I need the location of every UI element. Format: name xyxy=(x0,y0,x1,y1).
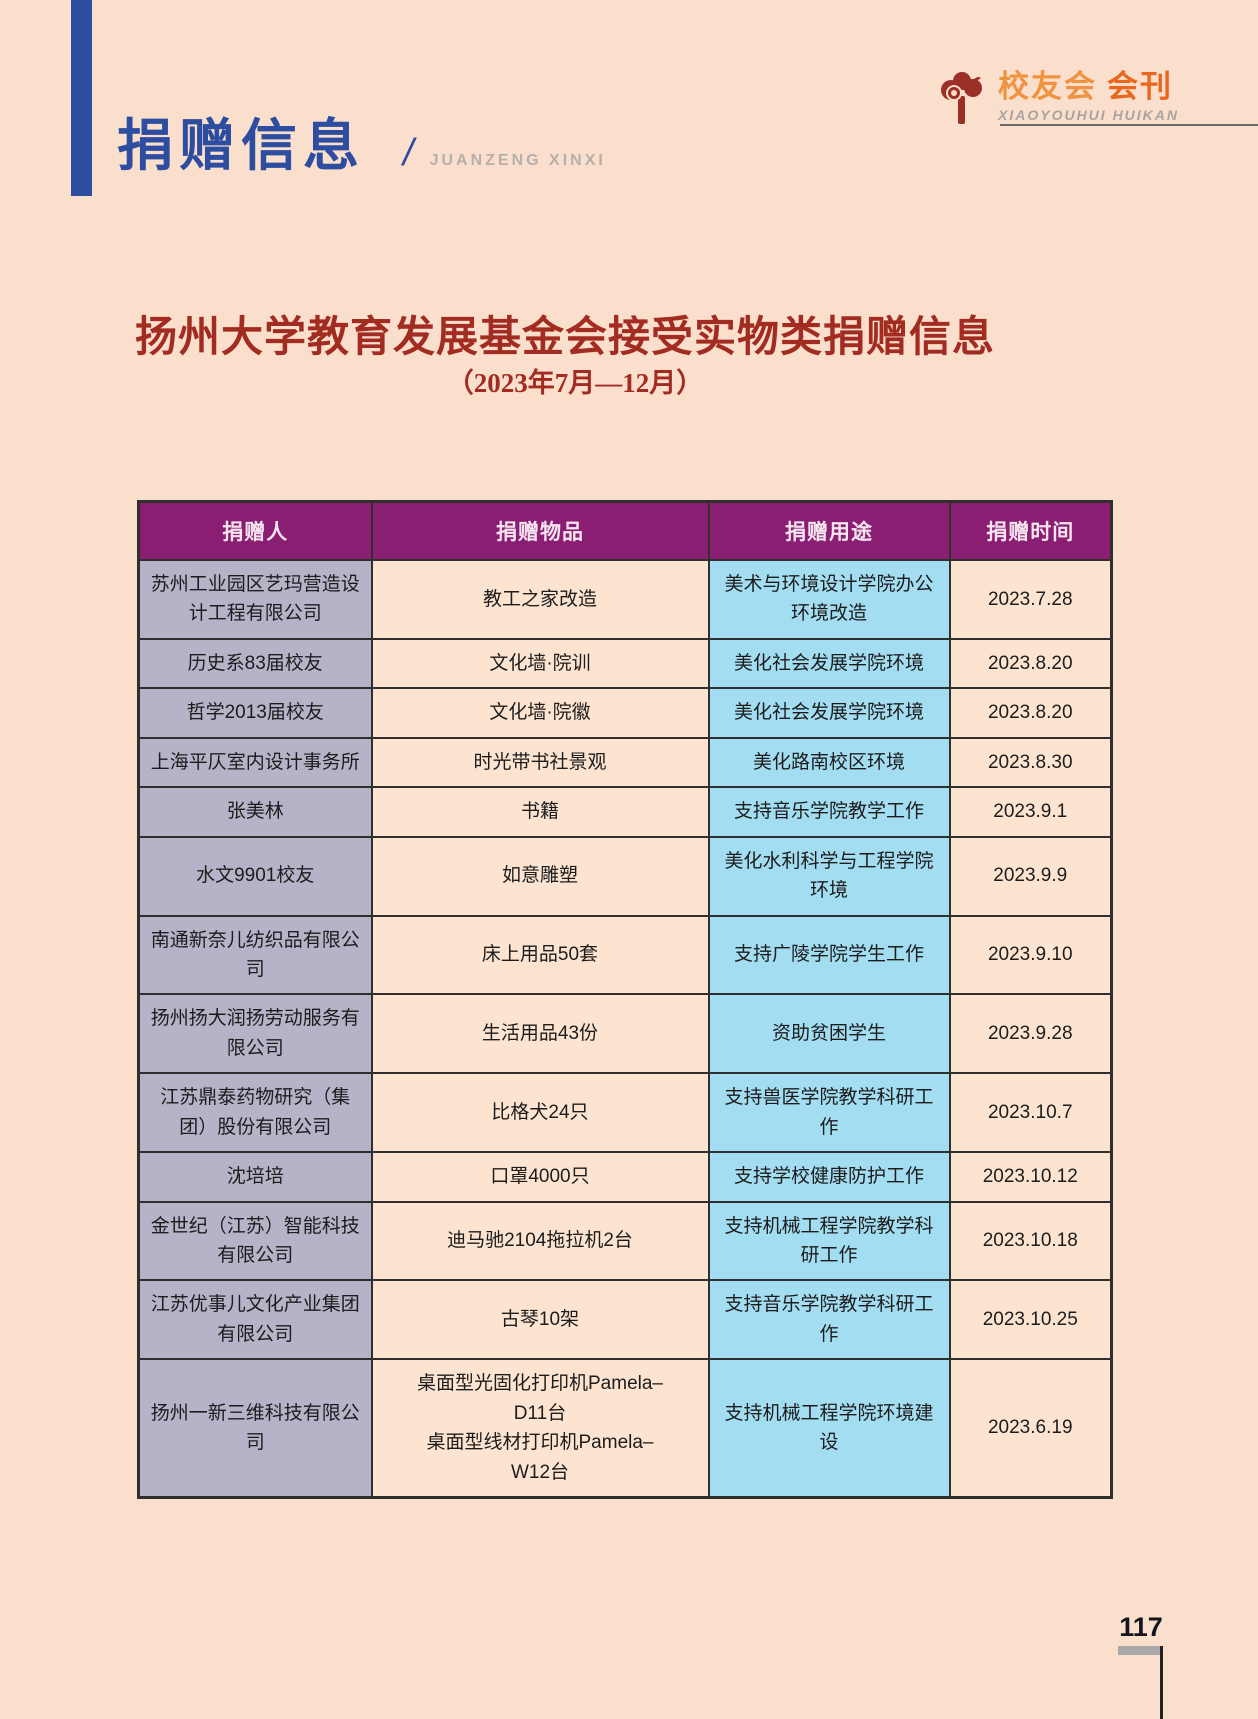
table-row: 扬州一新三维科技有限公司 桌面型光固化打印机Pamela– D11台 桌面型线材… xyxy=(137,1358,1113,1499)
purpose-cell: 美化路南校区环境 xyxy=(707,736,951,789)
corner-line xyxy=(1160,1646,1163,1719)
table-row: 沈培培 口罩4000只 支持学校健康防护工作 2023.10.12 xyxy=(137,1151,1113,1203)
item-cell: 生活用品43份 xyxy=(370,993,710,1075)
table-row: 水文9901校友 如意雕塑 美化水利科学与工程学院环境 2023.9.9 xyxy=(137,835,1113,917)
masthead: 校友会 会刊 XIAOYOUHUI HUIKAN xyxy=(938,69,1180,126)
item-cell: 口罩4000只 xyxy=(370,1151,710,1203)
table-row: 上海平仄室内设计事务所 时光带书社景观 美化路南校区环境 2023.8.30 xyxy=(137,736,1113,789)
purpose-cell: 支持兽医学院教学科研工作 xyxy=(707,1072,951,1154)
date-cell: 2023.8.20 xyxy=(948,687,1113,739)
table-row: 金世纪（江苏）智能科技有限公司 迪马驰2104拖拉机2台 支持机械工程学院教学科… xyxy=(137,1200,1113,1282)
date-cell: 2023.6.19 xyxy=(948,1358,1113,1499)
donor-cell: 扬州扬大润扬劳动服务有限公司 xyxy=(137,993,373,1075)
section-title: 捐赠信息 xyxy=(117,114,365,177)
donor-cell: 金世纪（江苏）智能科技有限公司 xyxy=(137,1200,373,1282)
purpose-cell: 美化社会发展学院环境 xyxy=(707,637,951,690)
item-cell: 文化墙·院徽 xyxy=(370,687,710,739)
table-row: 苏州工业园区艺玛营造设计工程有限公司 教工之家改造 美术与环境设计学院办公环境改… xyxy=(137,559,1113,640)
purpose-cell: 美术与环境设计学院办公环境改造 xyxy=(707,559,951,640)
header-item: 捐赠物品 xyxy=(370,500,710,561)
donor-cell: 哲学2013届校友 xyxy=(137,687,373,739)
purpose-cell: 支持机械工程学院教学科研工作 xyxy=(707,1200,951,1282)
item-cell: 时光带书社景观 xyxy=(370,736,710,789)
date-cell: 2023.8.20 xyxy=(948,637,1113,690)
table-row: 江苏鼎泰药物研究（集团）股份有限公司 比格犬24只 支持兽医学院教学科研工作 2… xyxy=(137,1072,1113,1154)
donor-cell: 张美林 xyxy=(137,786,373,838)
donor-cell: 苏州工业园区艺玛营造设计工程有限公司 xyxy=(137,559,373,640)
page-number: 117 xyxy=(1119,1612,1163,1642)
donor-cell: 江苏优事儿文化产业集团有限公司 xyxy=(137,1279,373,1361)
table-row: 南通新奈儿纺织品有限公司 床上用品50套 支持广陵学院学生工作 2023.9.1… xyxy=(137,914,1113,996)
brand-pinyin: XIAOYOUHUI HUIKAN xyxy=(998,107,1180,124)
item-cell: 桌面型光固化打印机Pamela– D11台 桌面型线材打印机Pamela– W1… xyxy=(370,1358,710,1499)
item-cell: 书籍 xyxy=(370,786,710,838)
item-cell: 比格犬24只 xyxy=(370,1072,710,1154)
purpose-cell: 资助贫困学生 xyxy=(707,993,951,1075)
table-header-row: 捐赠人 捐赠物品 捐赠用途 捐赠时间 xyxy=(137,500,1113,561)
table-row: 张美林 书籍 支持音乐学院教学工作 2023.9.1 xyxy=(137,786,1113,838)
donation-table-body: 苏州工业园区艺玛营造设计工程有限公司 教工之家改造 美术与环境设计学院办公环境改… xyxy=(137,559,1113,1499)
date-cell: 2023.9.28 xyxy=(948,993,1113,1075)
donor-cell: 沈培培 xyxy=(137,1151,373,1203)
item-cell: 床上用品50套 xyxy=(370,914,710,996)
table-row: 江苏优事儿文化产业集团有限公司 古琴10架 支持音乐学院教学科研工作 2023.… xyxy=(137,1279,1113,1361)
donor-cell: 扬州一新三维科技有限公司 xyxy=(137,1358,373,1499)
table-row: 哲学2013届校友 文化墙·院徽 美化社会发展学院环境 2023.8.20 xyxy=(137,687,1113,739)
item-cell: 教工之家改造 xyxy=(370,559,710,640)
item-cell: 如意雕塑 xyxy=(370,835,710,917)
section-pinyin: JUANZENG XINXI xyxy=(429,152,606,169)
alumni-crest-icon xyxy=(941,72,982,124)
item-cell: 迪马驰2104拖拉机2台 xyxy=(370,1200,710,1282)
brand-secondary: 会刊 xyxy=(1107,69,1173,104)
date-cell: 2023.9.1 xyxy=(948,786,1113,838)
donor-cell: 上海平仄室内设计事务所 xyxy=(137,736,373,789)
date-cell: 2023.10.12 xyxy=(948,1151,1113,1203)
article-title: 扬州大学教育发展基金会接受实物类捐赠信息 xyxy=(134,315,995,361)
table-row: 历史系83届校友 文化墙·院训 美化社会发展学院环境 2023.8.20 xyxy=(137,637,1113,690)
article-subtitle: （2023年7月—12月） xyxy=(446,368,704,398)
date-cell: 2023.9.10 xyxy=(948,914,1113,996)
donor-cell: 南通新奈儿纺织品有限公司 xyxy=(137,914,373,996)
donor-cell: 水文9901校友 xyxy=(137,835,373,917)
date-cell: 2023.10.7 xyxy=(948,1072,1113,1154)
section-header: 捐赠信息 / JUANZENG XINXI xyxy=(117,118,606,174)
purpose-cell: 美化社会发展学院环境 xyxy=(707,687,951,739)
date-cell: 2023.9.9 xyxy=(948,835,1113,917)
purpose-cell: 支持学校健康防护工作 xyxy=(707,1151,951,1203)
purpose-cell: 支持音乐学院教学工作 xyxy=(707,786,951,838)
header-donor: 捐赠人 xyxy=(137,500,373,561)
brand-text: 校友会 会刊 XIAOYOUHUI HUIKAN xyxy=(998,69,1180,124)
header-date: 捐赠时间 xyxy=(948,500,1113,561)
purpose-cell: 支持广陵学院学生工作 xyxy=(707,914,951,996)
donor-cell: 历史系83届校友 xyxy=(137,637,373,690)
masthead-rule xyxy=(1000,124,1258,126)
accent-bar xyxy=(71,0,92,196)
donor-cell: 江苏鼎泰药物研究（集团）股份有限公司 xyxy=(137,1072,373,1154)
date-cell: 2023.7.28 xyxy=(948,559,1113,640)
page-number-bar xyxy=(1118,1646,1162,1655)
date-cell: 2023.10.18 xyxy=(948,1200,1113,1282)
purpose-cell: 支持音乐学院教学科研工作 xyxy=(707,1279,951,1361)
section-slash: / xyxy=(403,132,414,174)
date-cell: 2023.8.30 xyxy=(948,736,1113,789)
table-row: 扬州扬大润扬劳动服务有限公司 生活用品43份 资助贫困学生 2023.9.28 xyxy=(137,993,1113,1075)
purpose-cell: 支持机械工程学院环境建设 xyxy=(707,1358,951,1499)
donation-table: 捐赠人 捐赠物品 捐赠用途 捐赠时间 苏州工业园区艺玛营造设计工程有限公司 教工… xyxy=(137,500,1113,1500)
brand-primary: 校友会 xyxy=(998,69,1097,104)
header-purpose: 捐赠用途 xyxy=(707,500,951,561)
date-cell: 2023.10.25 xyxy=(948,1279,1113,1361)
item-cell: 古琴10架 xyxy=(370,1279,710,1361)
purpose-cell: 美化水利科学与工程学院环境 xyxy=(707,835,951,917)
item-cell: 文化墙·院训 xyxy=(370,637,710,690)
